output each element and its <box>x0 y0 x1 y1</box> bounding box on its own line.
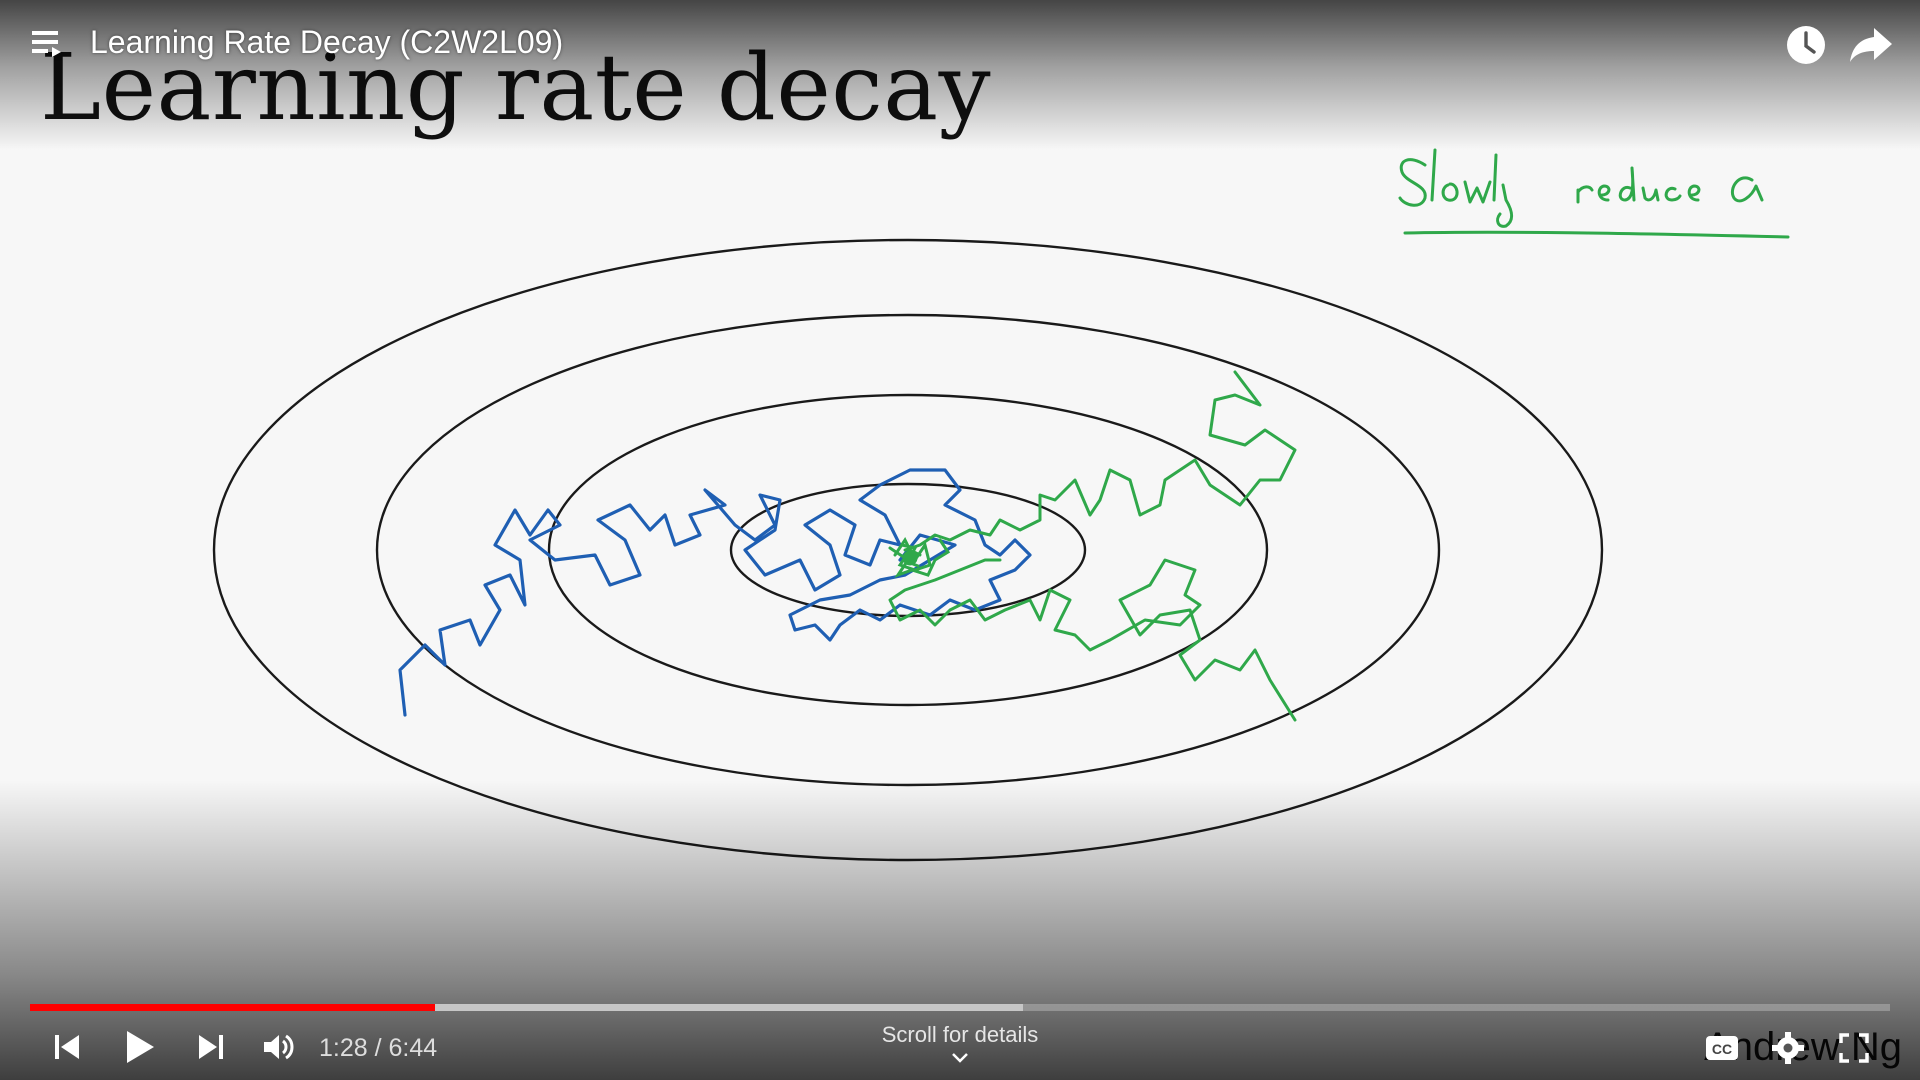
note-word-reduce-5 <box>1664 186 1682 202</box>
playlist-icon-line-3 <box>32 49 48 53</box>
progress-bar[interactable] <box>30 1004 1890 1011</box>
next-icon-arrow <box>199 1035 217 1059</box>
contour-third <box>547 393 1269 707</box>
note-word-reduce <box>1576 185 1594 204</box>
time-separator: / <box>374 1034 382 1062</box>
volume-icon-wave-1 <box>281 1039 288 1055</box>
scroll-for-details[interactable]: Scroll for details <box>860 1022 1060 1064</box>
playlist-icon-line-2 <box>32 40 58 44</box>
converged-point <box>902 550 918 566</box>
note-word-reduce-3 <box>1618 166 1636 202</box>
time-display: 1:28 / 6:44 <box>319 1034 437 1063</box>
playlist-icon[interactable] <box>30 26 70 60</box>
volume-icon[interactable] <box>262 1030 296 1064</box>
captions-icon-letters: CC <box>1712 1041 1732 1057</box>
play-icon[interactable] <box>124 1029 156 1065</box>
note-word-reduce-4 <box>1641 186 1660 202</box>
note-word-slowly-5 <box>1492 153 1514 228</box>
fullscreen-icon[interactable] <box>1838 1032 1870 1064</box>
path-with-decay-upper <box>903 370 1297 552</box>
chevron-down-stroke <box>952 1053 968 1063</box>
path-with-decay <box>888 558 1297 722</box>
settings-tooth-top <box>1785 1032 1791 1040</box>
settings-icon[interactable] <box>1770 1030 1806 1066</box>
settings-gear-hole <box>1783 1043 1793 1053</box>
path-without-decay <box>398 468 1032 717</box>
duration: 6:44 <box>388 1034 438 1062</box>
note-word-reduce-2 <box>1597 184 1611 202</box>
next-icon[interactable] <box>196 1032 226 1062</box>
play-icon-triangle <box>127 1031 154 1063</box>
note-alpha <box>1731 176 1764 203</box>
settings-tooth-left <box>1772 1045 1780 1051</box>
note-word-slowly-3 <box>1441 182 1459 202</box>
note-word-reduce-6 <box>1687 184 1701 202</box>
video-title[interactable]: Learning Rate Decay (C2W2L09) <box>90 24 564 60</box>
current-time: 1:28 <box>319 1034 368 1062</box>
next-icon-bar <box>219 1035 223 1059</box>
note-underline <box>1403 230 1790 239</box>
volume-icon-wave-2 <box>285 1034 294 1060</box>
fullscreen-icon-corners <box>1839 1033 1869 1063</box>
previous-icon-bar <box>55 1035 59 1059</box>
previous-icon[interactable] <box>52 1032 82 1062</box>
handwritten-note <box>1398 148 1790 239</box>
top-bar: Learning Rate Decay (C2W2L09) <box>0 0 1920 90</box>
captions-icon[interactable]: CC <box>1704 1034 1740 1062</box>
captions-icon-box <box>1706 1036 1738 1060</box>
watch-later-hands <box>1804 31 1816 54</box>
note-word-slowly <box>1398 158 1427 207</box>
progress-played <box>30 1004 436 1011</box>
control-bar: 1:28 / 6:44 CC <box>0 1020 1920 1080</box>
settings-tooth-right <box>1796 1045 1804 1051</box>
share-icon[interactable] <box>1848 24 1894 66</box>
share-arrow <box>1850 28 1892 62</box>
playlist-icon-play <box>52 47 61 57</box>
watch-later-icon[interactable] <box>1783 22 1829 68</box>
playlist-icon-line-1 <box>32 31 58 35</box>
previous-icon-arrow <box>61 1035 79 1059</box>
converged-cluster <box>888 537 951 578</box>
progress-buffered <box>30 1004 1024 1011</box>
volume-icon-speaker <box>264 1035 279 1059</box>
note-word-slowly-2 <box>1430 148 1437 202</box>
settings-tooth-bottom <box>1785 1056 1791 1064</box>
chevron-down-icon <box>952 1053 968 1063</box>
scroll-hint-label: Scroll for details <box>881 1022 1039 1047</box>
note-word-slowly-4 <box>1463 180 1492 204</box>
